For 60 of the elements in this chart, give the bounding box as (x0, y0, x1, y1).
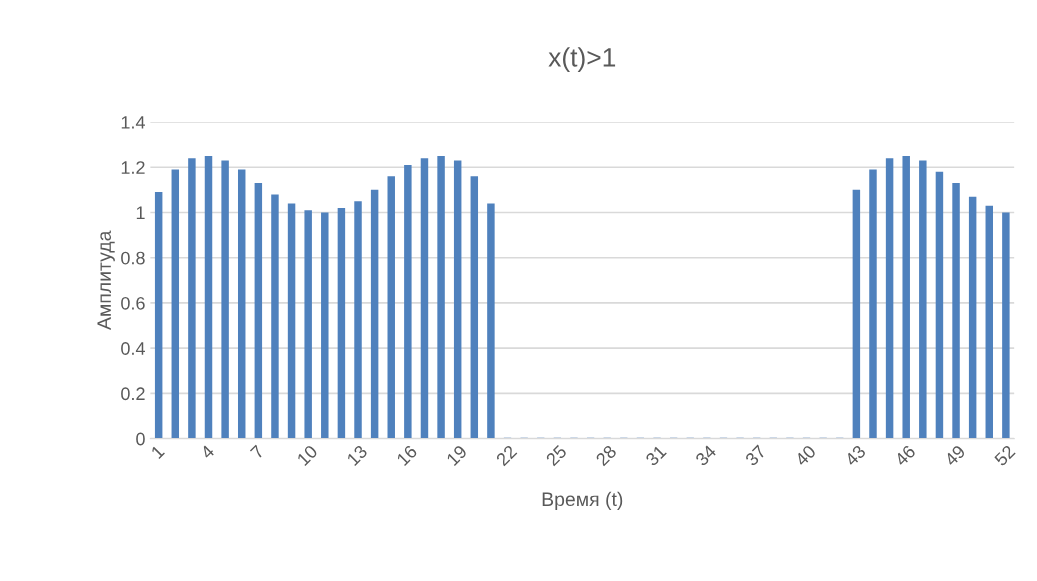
x-tick-label: 1 (150, 444, 165, 459)
bar (935, 171, 944, 439)
bar (852, 189, 861, 439)
bar (254, 183, 263, 439)
bar (919, 160, 927, 439)
x-tick-label: 28 (595, 444, 618, 467)
x-tick-label: 49 (943, 444, 966, 467)
y-tick-label: 1 (136, 206, 145, 220)
y-tick-label: 0.2 (121, 387, 145, 401)
bar (902, 155, 910, 439)
x-tick-label: 46 (893, 444, 917, 467)
x-tick-label: 31 (644, 444, 667, 467)
bar (404, 164, 412, 439)
bar (985, 205, 994, 439)
bar (370, 189, 379, 439)
x-tick-label: 43 (843, 444, 867, 467)
x-tick-label: 52 (993, 444, 1016, 467)
chart-title: x(t)>1 (548, 47, 616, 72)
y-tick-label: 0.4 (121, 342, 145, 355)
bar (171, 169, 180, 439)
bar (453, 160, 462, 439)
bar (337, 207, 346, 439)
x-tick-label: 25 (545, 444, 568, 467)
y-axis-title: Амплитуда (97, 230, 115, 330)
x-tick-label: 7 (249, 444, 265, 460)
x-tick-label: 34 (694, 444, 718, 467)
bar (237, 169, 246, 439)
bar (968, 196, 977, 439)
bar (271, 194, 279, 439)
y-tick-label: 0.8 (121, 251, 145, 265)
x-tick-label: 13 (346, 444, 368, 467)
y-tick-label: 0 (136, 432, 145, 446)
bar (869, 169, 877, 439)
y-tick-label: 1.2 (121, 161, 145, 174)
y-tick-label: 1.4 (121, 116, 145, 129)
bar (952, 183, 960, 439)
bar (487, 203, 495, 439)
x-tick-label: 40 (794, 444, 817, 467)
bar (221, 160, 229, 439)
x-tick-label: 16 (396, 444, 418, 467)
x-tick-label: 19 (445, 444, 468, 467)
bar (470, 176, 479, 439)
bar (420, 158, 429, 439)
bar (437, 155, 445, 439)
y-tick-label: 0.6 (121, 296, 145, 310)
bar (885, 158, 894, 439)
bar (154, 192, 163, 439)
x-tick-label: 4 (199, 444, 215, 460)
bar (387, 176, 395, 439)
bar (321, 212, 329, 439)
bar (188, 158, 196, 439)
bar (204, 155, 213, 439)
bar (354, 201, 362, 439)
bar (304, 210, 312, 439)
bar (287, 203, 296, 439)
x-tick-label: 22 (495, 444, 518, 467)
x-axis-title: Время (t) (542, 491, 623, 510)
x-tick-label: 37 (744, 444, 767, 467)
x-tick-label: 10 (296, 444, 319, 467)
bar (1002, 212, 1010, 439)
